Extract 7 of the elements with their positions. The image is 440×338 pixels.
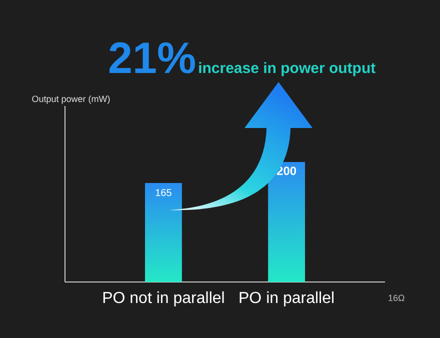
x-tick-label: PO in parallel (238, 290, 335, 307)
data-label: 165 (155, 188, 172, 199)
x-tick-label: PO not in parallel (102, 290, 225, 307)
chart-title: 21% (108, 34, 196, 83)
text: Output power (mW) (32, 94, 110, 104)
chart-subtitle: increase in power output (198, 60, 376, 77)
x-axis-title: 16Ω (388, 293, 406, 303)
